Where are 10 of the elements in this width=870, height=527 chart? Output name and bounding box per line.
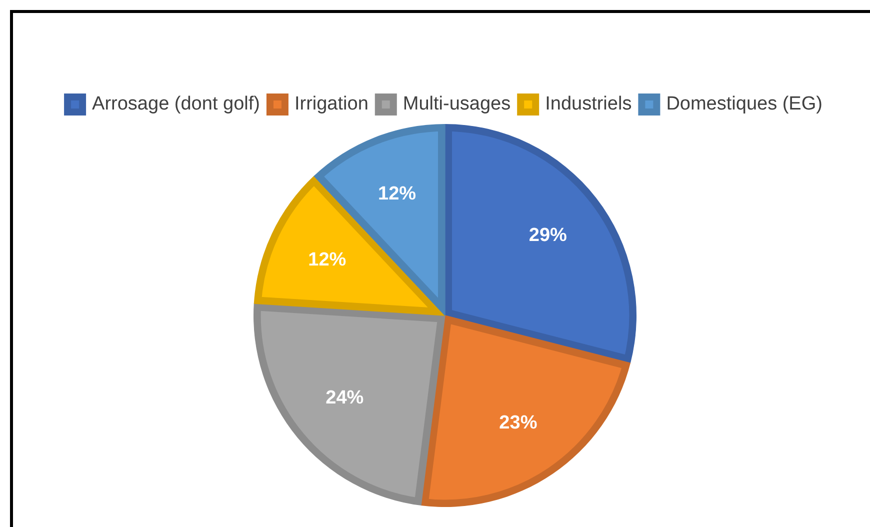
legend-label: Arrosage (dont golf) — [92, 94, 260, 115]
data-label: 29% — [528, 224, 568, 246]
legend-label: Domestiques (EG) — [666, 94, 822, 115]
legend-label: Multi-usages — [402, 94, 511, 115]
data-label: 24% — [326, 388, 364, 409]
legend-label: Industriels — [545, 94, 632, 115]
data-label: 23% — [499, 412, 538, 434]
legend-label: Irrigation — [294, 94, 368, 115]
data-label: 12% — [308, 249, 346, 270]
data-label: 12% — [378, 184, 416, 205]
